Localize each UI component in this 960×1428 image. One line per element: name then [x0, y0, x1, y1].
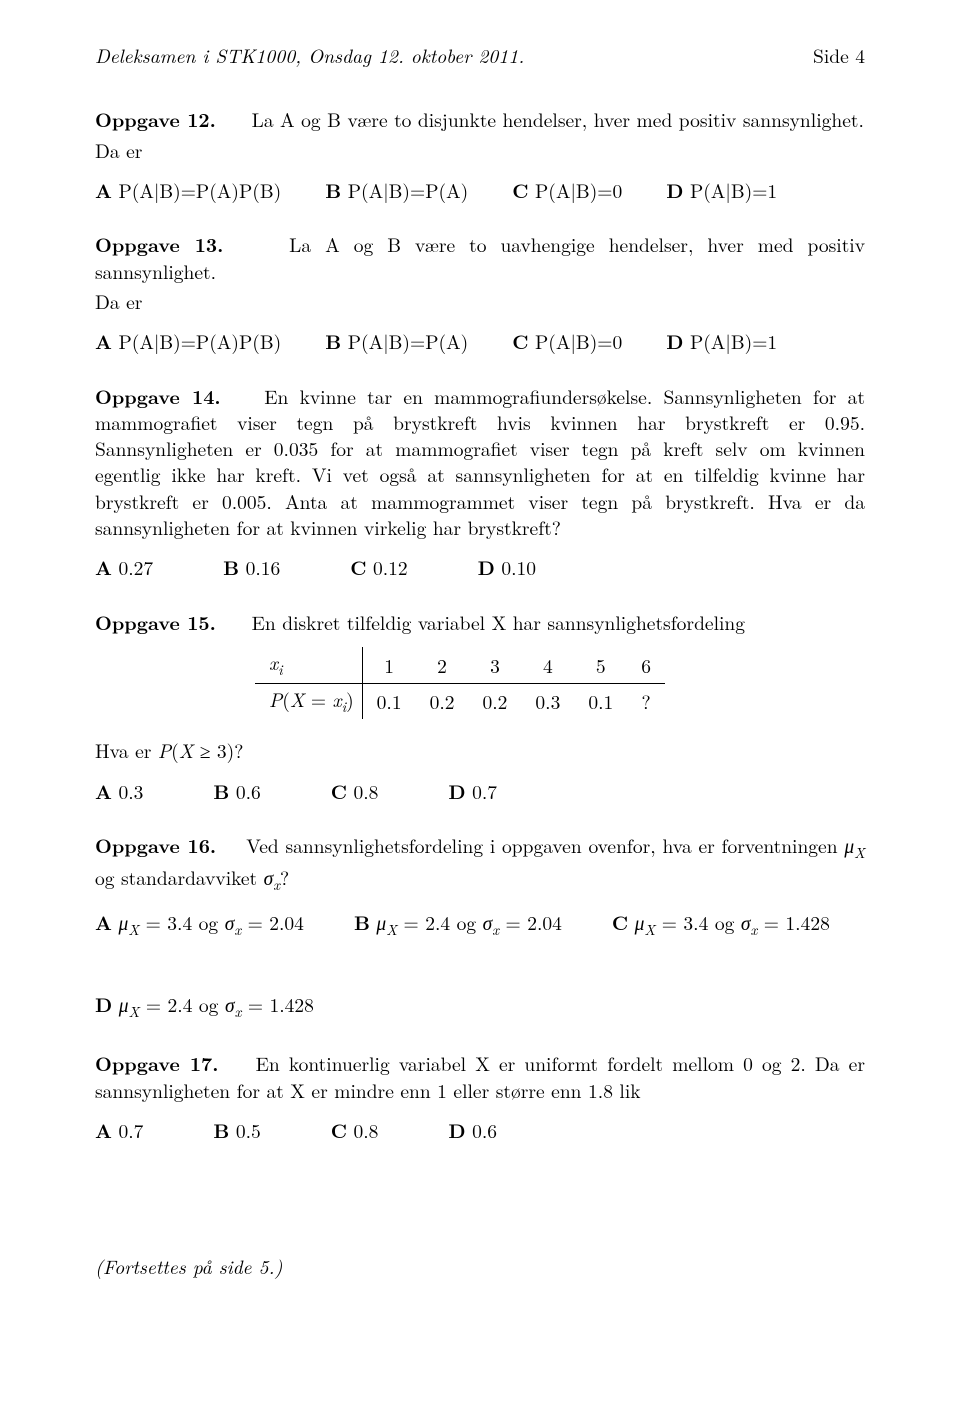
header-left: Deleksamen i STK1000, Onsdag 12. oktober…: [95, 42, 524, 68]
probability-table: xi 1 2 3 4 5 6 P(X = xi) 0.1 0.2 0.2 0.3…: [255, 647, 665, 719]
page-header: Deleksamen i STK1000, Onsdag 12. oktober…: [95, 42, 865, 68]
q14-choice-c: C 0.12: [350, 554, 407, 580]
exam-page: Deleksamen i STK1000, Onsdag 12. oktober…: [0, 0, 960, 1310]
row2-label: P(X = xi): [255, 683, 362, 719]
q12-prompt: Oppgave 12. La A og B være to disjunkte …: [95, 106, 865, 132]
q13-choice-d: D P(A|B)=1: [666, 328, 777, 354]
q16-choices: A μX = 3.4 og σx = 2.04 B μX = 2.4 og σx…: [95, 909, 865, 1022]
header-right: Side 4: [813, 42, 865, 68]
q15-text: En diskret tilfeldig variabel X har sann…: [252, 608, 745, 636]
q12-text1: La A og B være to disjunkte hendelser, h…: [252, 105, 864, 133]
q12-choice-c: C P(A|B)=0: [512, 177, 622, 203]
q15-choices: A 0.3 B 0.6 C 0.8 D 0.7: [95, 778, 865, 804]
q13-label: Oppgave 13.: [95, 230, 223, 258]
q13-choice-a: A P(A|B)=P(A)P(B): [95, 328, 281, 354]
q15-choice-b: B 0.6: [213, 778, 260, 804]
q16-prompt: Oppgave 16. Ved sannsynlighetsfordeling …: [95, 832, 865, 895]
q13-choice-c: C P(A|B)=0: [512, 328, 622, 354]
q13-prompt: Oppgave 13. La A og B være to uavhengige…: [95, 231, 865, 284]
q12-choice-d: D P(A|B)=1: [666, 177, 777, 203]
q17-choice-b: B 0.5: [213, 1117, 260, 1143]
row1-label: xi: [255, 647, 362, 683]
question-16: Oppgave 16. Ved sannsynlighetsfordeling …: [95, 832, 865, 1023]
table-row-x: xi 1 2 3 4 5 6: [255, 647, 665, 683]
q15-prompt: Oppgave 15. En diskret tilfeldig variabe…: [95, 609, 865, 635]
q13-choices: A P(A|B)=P(A)P(B) B P(A|B)=P(A) C P(A|B)…: [95, 328, 865, 354]
q17-choice-c: C 0.8: [331, 1117, 379, 1143]
q16-choice-a: A μX = 3.4 og σx = 2.04: [95, 909, 304, 941]
question-13: Oppgave 13. La A og B være to uavhengige…: [95, 231, 865, 354]
q16-label: Oppgave 16.: [95, 831, 216, 859]
page-footer: (Fortsettes på side 5.): [95, 1253, 865, 1279]
q15-choice-c: C 0.8: [331, 778, 379, 804]
q14-choices: A 0.27 B 0.16 C 0.12 D 0.10: [95, 554, 865, 580]
q16-choice-b: B μX = 2.4 og σx = 2.04: [354, 909, 562, 941]
q15-label: Oppgave 15.: [95, 608, 216, 636]
table-row-p: P(X = xi) 0.1 0.2 0.2 0.3 0.1 ?: [255, 683, 665, 719]
question-17: Oppgave 17. En kontinuerlig variabel X e…: [95, 1050, 865, 1143]
q17-choices: A 0.7 B 0.5 C 0.8 D 0.6: [95, 1117, 865, 1143]
q14-choice-d: D 0.10: [478, 554, 536, 580]
q14-body: Oppgave 14. En kvinne tar en mammografiu…: [95, 383, 865, 541]
q17-label: Oppgave 17.: [95, 1049, 219, 1077]
question-12: Oppgave 12. La A og B være to disjunkte …: [95, 106, 865, 203]
q17-prompt: Oppgave 17. En kontinuerlig variabel X e…: [95, 1050, 865, 1103]
q12-choices: A P(A|B)=P(A)P(B) B P(A|B)=P(A) C P(A|B)…: [95, 177, 865, 203]
question-14: Oppgave 14. En kvinne tar en mammografiu…: [95, 383, 865, 581]
q16-choice-d: D μX = 2.4 og σx = 1.428: [95, 991, 314, 1023]
q12-label: Oppgave 12.: [95, 105, 216, 133]
q15-choice-d: D 0.7: [448, 778, 497, 804]
question-15: Oppgave 15. En diskret tilfeldig variabe…: [95, 609, 865, 804]
q17-choice-d: D 0.6: [448, 1117, 497, 1143]
q16-choice-c: C μX = 3.4 og σx = 1.428: [612, 909, 830, 941]
q17-choice-a: A 0.7: [95, 1117, 143, 1143]
q14-choice-a: A 0.27: [95, 554, 153, 580]
q14-choice-b: B 0.16: [223, 554, 280, 580]
q13-text2: Da er: [95, 288, 865, 314]
q15-question: Hva er P(X ≥ 3)?: [95, 737, 865, 763]
q12-text2: Da er: [95, 137, 865, 163]
q12-choice-a: A P(A|B)=P(A)P(B): [95, 177, 281, 203]
q15-choice-a: A 0.3: [95, 778, 143, 804]
q13-choice-b: B P(A|B)=P(A): [325, 328, 468, 354]
q14-label: Oppgave 14.: [95, 382, 221, 410]
q12-choice-b: B P(A|B)=P(A): [325, 177, 468, 203]
